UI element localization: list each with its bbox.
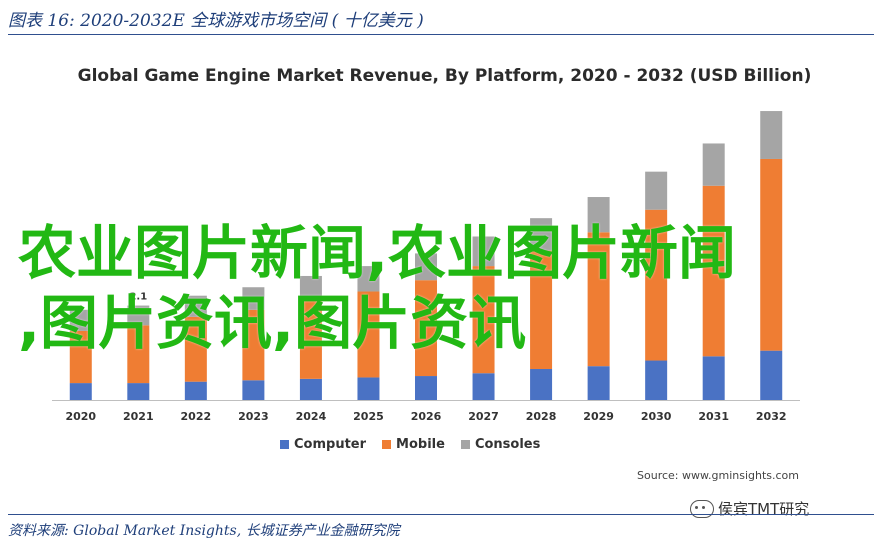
wechat-account-label: 侯宾TMT研究 (718, 500, 810, 518)
x-tick-label-2020: 2020 (65, 410, 96, 423)
chart-legend: Computer Mobile Consoles (280, 437, 540, 452)
x-tick-label-2027: 2027 (468, 410, 499, 423)
bar-computer-2032 (760, 350, 783, 400)
bar-consoles-2026 (415, 253, 437, 281)
overlay-text: 农业图片新闻,农业图片新闻 ,图片资讯,图片资讯 (18, 218, 878, 358)
x-tick-label-2029: 2029 (583, 410, 614, 423)
bar-mobile-2023 (242, 309, 265, 381)
bar-mobile-2028 (530, 250, 553, 369)
bar-mobile-2031 (702, 185, 725, 357)
bar-computer-2020 (69, 383, 92, 400)
x-tick-label-2031: 2031 (698, 410, 729, 423)
legend-swatch-consoles (460, 440, 470, 449)
legend-label-computer: Computer (294, 437, 367, 452)
x-tick-label-2026: 2026 (411, 410, 442, 423)
bar-computer-2022 (184, 381, 207, 400)
legend-label-consoles: Consoles (474, 437, 541, 452)
bar-computer-2025 (357, 377, 380, 400)
bar-consoles-2027 (472, 236, 495, 267)
bar-mobile-2030 (645, 209, 668, 361)
bar-computer-2026 (415, 376, 437, 400)
x-tick-label-2023: 2023 (238, 410, 269, 423)
bar-consoles-2020 (69, 309, 92, 331)
bar-mobile-2027 (472, 266, 495, 374)
overlay-line-2: ,图片资讯,图片资讯 (18, 289, 527, 357)
bar-mobile-2024 (299, 299, 322, 379)
x-tick-label-2032: 2032 (756, 410, 787, 423)
x-tick-label-2024: 2024 (296, 410, 327, 423)
data-label-2021: 2.1 (129, 292, 147, 303)
bar-computer-2028 (530, 368, 553, 400)
bar-computer-2027 (472, 373, 495, 400)
chart-source-note: Source: www.gminsights.com (637, 469, 799, 482)
top-divider (8, 34, 874, 35)
legend-swatch-mobile (382, 440, 392, 449)
bottom-divider (8, 514, 874, 515)
x-tick-label-2030: 2030 (641, 410, 672, 423)
bar-consoles-2024 (299, 275, 322, 300)
legend-swatch-computer (280, 440, 289, 449)
bar-consoles-2029 (587, 197, 610, 233)
x-tick-label-2021: 2021 (123, 410, 154, 423)
bar-mobile-2025 (357, 291, 380, 378)
bar-consoles-2023 (242, 287, 265, 310)
bar-mobile-2026 (415, 280, 437, 377)
bar-mobile-2032 (760, 158, 783, 351)
bar-mobile-2020 (69, 330, 92, 384)
legend-item-mobile: Mobile (382, 437, 445, 452)
bar-consoles-2021 (127, 305, 150, 326)
bar-computer-2030 (645, 360, 668, 400)
report-figure-title: 图表 16: 2020-2032E 全球游戏市场空间 ( 十亿美元 ) (8, 11, 424, 31)
bar-computer-2031 (702, 356, 725, 400)
wechat-account: 侯宾TMT研究 (690, 498, 809, 519)
x-tick-label-2025: 2025 (353, 410, 384, 423)
bar-consoles-2031 (702, 143, 725, 186)
legend-label-mobile: Mobile (396, 437, 445, 452)
bar-computer-2021 (127, 383, 150, 400)
bar-consoles-2032 (760, 111, 783, 159)
bar-computer-2023 (242, 380, 265, 400)
bar-computer-2029 (587, 366, 610, 400)
wechat-icon (690, 499, 714, 518)
bar-consoles-2022 (184, 295, 207, 317)
bar-computer-2024 (299, 378, 322, 400)
legend-item-computer: Computer (280, 437, 366, 452)
bar-mobile-2022 (184, 316, 207, 382)
bar-mobile-2021 (127, 325, 150, 384)
x-tick-label-2022: 2022 (181, 410, 212, 423)
x-tick-label-2028: 2028 (526, 410, 557, 423)
chart-title: Global Game Engine Market Revenue, By Pl… (77, 66, 812, 86)
report-source: 资料来源: Global Market Insights, 长城证券产业金融研究… (8, 523, 400, 539)
bar-consoles-2025 (357, 266, 380, 292)
bar-consoles-2028 (530, 218, 553, 251)
bar-mobile-2029 (587, 232, 610, 367)
legend-item-consoles: Consoles (460, 437, 541, 452)
bar-consoles-2030 (645, 171, 668, 210)
overlay-line-1: 农业图片新闻,农业图片新闻 (18, 219, 737, 287)
